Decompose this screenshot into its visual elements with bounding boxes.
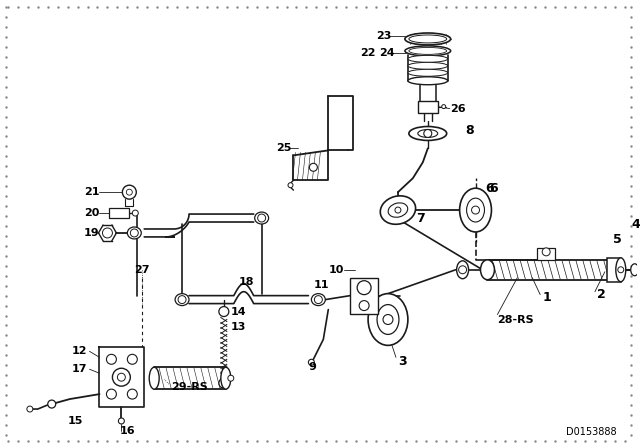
Ellipse shape — [408, 56, 447, 62]
Text: 20: 20 — [84, 208, 99, 218]
Circle shape — [442, 105, 445, 108]
Circle shape — [314, 296, 323, 304]
Ellipse shape — [631, 264, 639, 276]
Ellipse shape — [467, 198, 484, 222]
Ellipse shape — [405, 33, 451, 45]
Circle shape — [309, 164, 317, 171]
Circle shape — [258, 214, 266, 222]
Text: 16: 16 — [120, 426, 135, 436]
Circle shape — [424, 129, 432, 138]
Bar — [109, 208, 129, 218]
Circle shape — [395, 207, 401, 213]
Ellipse shape — [221, 367, 231, 389]
Text: 14: 14 — [231, 306, 246, 317]
Circle shape — [618, 267, 624, 273]
Text: 25: 25 — [276, 143, 292, 153]
Text: 13: 13 — [231, 323, 246, 332]
Text: 10: 10 — [329, 265, 344, 275]
Text: 27: 27 — [134, 265, 150, 275]
Circle shape — [117, 373, 125, 381]
Text: 4: 4 — [632, 219, 640, 232]
Ellipse shape — [408, 62, 447, 69]
Circle shape — [106, 389, 116, 399]
Text: 29-RS: 29-RS — [171, 382, 208, 392]
Ellipse shape — [409, 126, 447, 140]
Circle shape — [113, 368, 131, 386]
Circle shape — [383, 314, 393, 324]
Ellipse shape — [175, 293, 189, 306]
Circle shape — [106, 354, 116, 364]
Text: 6: 6 — [486, 182, 494, 195]
Bar — [607, 258, 621, 282]
Ellipse shape — [388, 203, 408, 217]
Bar — [537, 248, 555, 260]
Circle shape — [219, 306, 229, 317]
Circle shape — [131, 229, 138, 237]
Circle shape — [27, 406, 33, 412]
Circle shape — [308, 359, 314, 365]
Text: 5: 5 — [613, 233, 621, 246]
Ellipse shape — [408, 69, 447, 76]
Text: 7: 7 — [416, 211, 424, 224]
Circle shape — [102, 228, 113, 238]
Text: 9: 9 — [308, 362, 316, 372]
Ellipse shape — [255, 212, 269, 224]
Text: 17: 17 — [72, 364, 88, 374]
Text: 26: 26 — [450, 103, 465, 114]
Ellipse shape — [418, 129, 438, 138]
Text: 3: 3 — [398, 355, 406, 368]
Ellipse shape — [127, 227, 141, 239]
Ellipse shape — [149, 367, 159, 389]
Text: 21: 21 — [84, 187, 99, 197]
Circle shape — [357, 281, 371, 295]
Circle shape — [132, 210, 138, 216]
Circle shape — [118, 418, 124, 424]
Text: 1: 1 — [542, 291, 551, 304]
Bar — [418, 101, 438, 112]
Circle shape — [228, 375, 234, 381]
Circle shape — [219, 378, 229, 388]
Text: 12: 12 — [72, 346, 88, 356]
Ellipse shape — [616, 258, 626, 282]
Text: 19: 19 — [84, 228, 99, 238]
Ellipse shape — [408, 77, 447, 85]
Ellipse shape — [409, 47, 447, 54]
Circle shape — [459, 266, 467, 274]
Ellipse shape — [377, 305, 399, 334]
Circle shape — [48, 400, 56, 408]
Circle shape — [127, 389, 138, 399]
Bar — [350, 278, 378, 314]
Circle shape — [472, 206, 479, 214]
Text: 18: 18 — [239, 277, 254, 287]
Text: 2: 2 — [597, 288, 605, 301]
Ellipse shape — [380, 196, 415, 224]
Circle shape — [126, 189, 132, 195]
Circle shape — [122, 185, 136, 199]
Text: 11: 11 — [314, 280, 329, 290]
Circle shape — [127, 354, 138, 364]
Circle shape — [178, 296, 186, 304]
Ellipse shape — [368, 293, 408, 345]
Circle shape — [542, 248, 550, 256]
Ellipse shape — [409, 35, 447, 43]
Ellipse shape — [405, 46, 451, 56]
Text: 22: 22 — [360, 48, 376, 58]
Text: 15: 15 — [68, 416, 83, 426]
Ellipse shape — [456, 261, 468, 279]
Text: 23: 23 — [376, 31, 392, 41]
Text: 6: 6 — [490, 182, 498, 195]
Ellipse shape — [312, 293, 325, 306]
Text: 24: 24 — [379, 48, 395, 58]
Text: D0153888: D0153888 — [566, 427, 617, 437]
Text: 8: 8 — [465, 124, 474, 137]
Circle shape — [359, 301, 369, 310]
Circle shape — [288, 183, 293, 188]
Ellipse shape — [460, 188, 492, 232]
Text: 28-RS: 28-RS — [497, 314, 534, 324]
Ellipse shape — [481, 260, 495, 280]
